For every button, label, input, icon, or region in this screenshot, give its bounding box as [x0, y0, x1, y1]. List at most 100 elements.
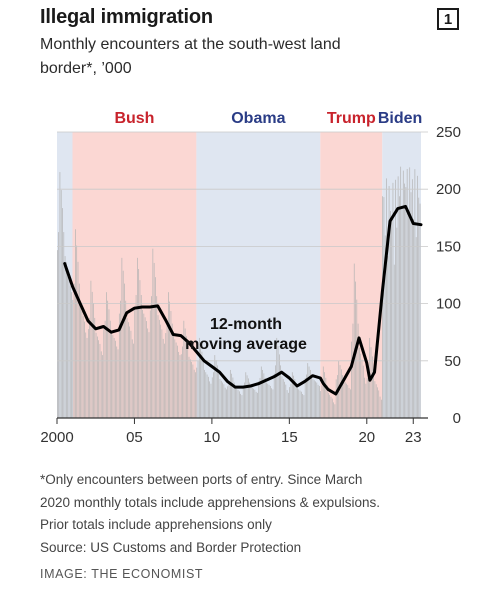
monthly-bar [94, 317, 96, 418]
monthly-bar [149, 310, 151, 418]
monthly-bar [399, 196, 400, 418]
monthly-bar [60, 190, 62, 418]
monthly-bar [213, 372, 214, 418]
y-tick-label: 150 [436, 238, 461, 255]
monthly-bar [267, 383, 269, 418]
monthly-bar [404, 183, 405, 418]
monthly-bar [59, 172, 61, 418]
x-tick-label: 15 [281, 429, 298, 446]
monthly-bar [147, 328, 149, 418]
chart-number-badge: 1 [437, 8, 459, 30]
monthly-bar [161, 329, 163, 418]
monthly-bar [76, 245, 78, 418]
monthly-bar [263, 373, 265, 418]
y-axis: 0 50 100 150 200 250 [436, 124, 461, 427]
monthly-bar [344, 382, 346, 418]
monthly-bar [78, 283, 80, 418]
monthly-bar [408, 211, 409, 418]
monthly-bar [62, 208, 63, 418]
monthly-bar [348, 387, 350, 418]
monthly-bar [73, 283, 75, 418]
monthly-bar [236, 388, 238, 418]
monthly-bar [196, 367, 198, 418]
monthly-bar [178, 351, 180, 418]
monthly-bar [81, 310, 83, 418]
series-label-line: 12-month [210, 316, 282, 333]
monthly-bar [133, 343, 134, 418]
monthly-bar [164, 343, 165, 418]
monthly-bar [281, 376, 283, 418]
monthly-bar [284, 381, 285, 418]
monthly-bar [259, 377, 261, 418]
source-line: Source: US Customs and Border Protection [40, 539, 302, 555]
monthly-bar [409, 167, 411, 418]
monthly-bar [111, 332, 112, 418]
monthly-bar [334, 404, 336, 418]
monthly-bar [352, 323, 354, 418]
monthly-bar [418, 197, 420, 418]
monthly-bar [144, 317, 146, 418]
monthly-bar [315, 381, 316, 418]
monthly-bar [406, 168, 408, 418]
monthly-bar [175, 342, 177, 418]
monthly-bar [179, 355, 181, 418]
monthly-bar [242, 385, 244, 418]
monthly-bar [365, 383, 367, 418]
monthly-bar [140, 295, 142, 418]
monthly-bar [373, 368, 374, 418]
monthly-bar [188, 356, 190, 418]
monthly-bar [130, 330, 132, 418]
monthly-bar [384, 235, 386, 418]
monthly-bar [333, 402, 334, 418]
monthly-bar [89, 317, 90, 418]
monthly-bar [165, 333, 167, 418]
monthly-bar [174, 339, 176, 418]
monthly-bar [198, 337, 200, 418]
monthly-bar [402, 170, 404, 418]
monthly-bar [241, 395, 243, 418]
monthly-bar [253, 388, 254, 418]
monthly-bar [353, 263, 355, 418]
presidency-label-obama: Obama [231, 110, 285, 127]
monthly-bar [415, 237, 417, 418]
monthly-bar [117, 349, 119, 418]
monthly-bar [169, 301, 170, 418]
monthly-bar [215, 360, 217, 418]
monthly-bar [77, 261, 79, 418]
monthly-bar [383, 197, 385, 418]
monthly-bar [171, 323, 173, 418]
monthly-bar [285, 384, 287, 418]
presidency-label-bush: Bush [114, 110, 154, 127]
monthly-bar [170, 311, 172, 418]
monthly-bar [158, 319, 160, 418]
monthly-bar [183, 320, 185, 418]
monthly-bar [335, 379, 337, 418]
footnotes: *Only encounters between ports of entry.… [40, 469, 380, 559]
monthly-bar [410, 192, 412, 418]
monthly-bar [186, 336, 187, 418]
monthly-bar [282, 379, 284, 418]
monthly-bar [182, 346, 183, 418]
monthly-bar [289, 387, 291, 418]
monthly-bar [72, 299, 74, 418]
monthly-bar [246, 375, 248, 418]
monthly-bar [244, 382, 245, 418]
monthly-bar [168, 292, 169, 418]
monthly-bar [193, 369, 195, 418]
monthly-bar [162, 338, 164, 418]
monthly-bar [386, 178, 387, 418]
monthly-bar [206, 374, 208, 418]
monthly-bar [228, 382, 230, 418]
monthly-bar [180, 354, 182, 418]
monthly-bar [139, 280, 141, 418]
monthly-bar [295, 383, 297, 418]
monthly-bar [135, 295, 137, 418]
monthly-bar [303, 395, 305, 418]
monthly-bar [84, 321, 85, 418]
monthly-bar [245, 372, 247, 418]
monthly-bar [254, 389, 256, 418]
monthly-bar [312, 379, 314, 418]
chart-subtitle: Monthly encounters at the south-west lan… [40, 36, 341, 77]
footnote-line: Prior totals include apprehensions only [40, 517, 272, 532]
